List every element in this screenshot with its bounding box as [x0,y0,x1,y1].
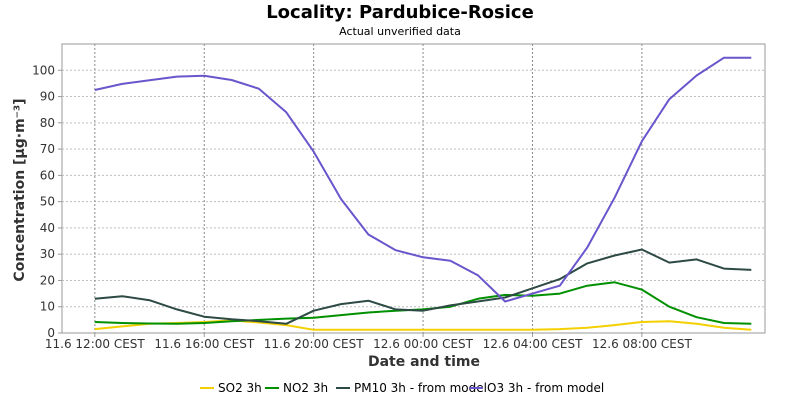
y-tick-label: 70 [40,142,55,156]
x-tick-label: 11.6 20:00 CEST [264,337,365,351]
x-tick-label: 12.6 08:00 CEST [592,337,693,351]
x-tick-label: 11.6 12:00 CEST [45,337,146,351]
y-axis-label: Concentration [µg·m⁻³] [12,98,28,281]
y-tick-label: 10 [40,300,55,314]
plot-area [61,43,766,334]
y-tick-label: 50 [40,195,55,209]
y-tick-label: 100 [32,63,55,77]
series-line-pm10 [94,248,752,325]
y-tick-label: 20 [40,273,55,287]
x-tick-label: 12.6 00:00 CEST [373,337,474,351]
legend-label: O3 3h - from model [487,381,604,395]
y-tick-label: 80 [40,116,55,130]
legend-label: NO2 3h [283,381,328,395]
y-tick-label: 90 [40,90,55,104]
x-axis-label: Date and time [368,354,480,370]
y-axis-ticks: 0 10 20 30 40 50 60 70 80 90 100 [32,63,62,340]
y-tick-label: 40 [40,221,55,235]
x-tick-label: 12.6 04:00 CEST [483,337,584,351]
grid [62,44,765,333]
x-axis-ticks: 11.6 12:00 CEST 11.6 16:00 CEST 11.6 20:00… [45,333,693,351]
x-tick-label: 11.6 16:00 CEST [154,337,255,351]
y-tick-label: 30 [40,247,55,261]
chart-title: Locality: Pardubice-Rosice [266,2,534,23]
chart-subtitle: Actual unverified data [339,25,461,38]
y-tick-label: 0 [47,326,55,340]
series-line-no2 [94,281,752,325]
legend-label: SO2 3h [218,381,262,395]
series-lines [94,56,752,331]
legend-label: PM10 3h - from model [354,381,487,395]
series-line-o3 [94,56,752,303]
y-tick-label: 60 [40,168,55,182]
legend: SO2 3h NO2 3h PM10 3h - from model O3 3h - … [200,381,604,395]
